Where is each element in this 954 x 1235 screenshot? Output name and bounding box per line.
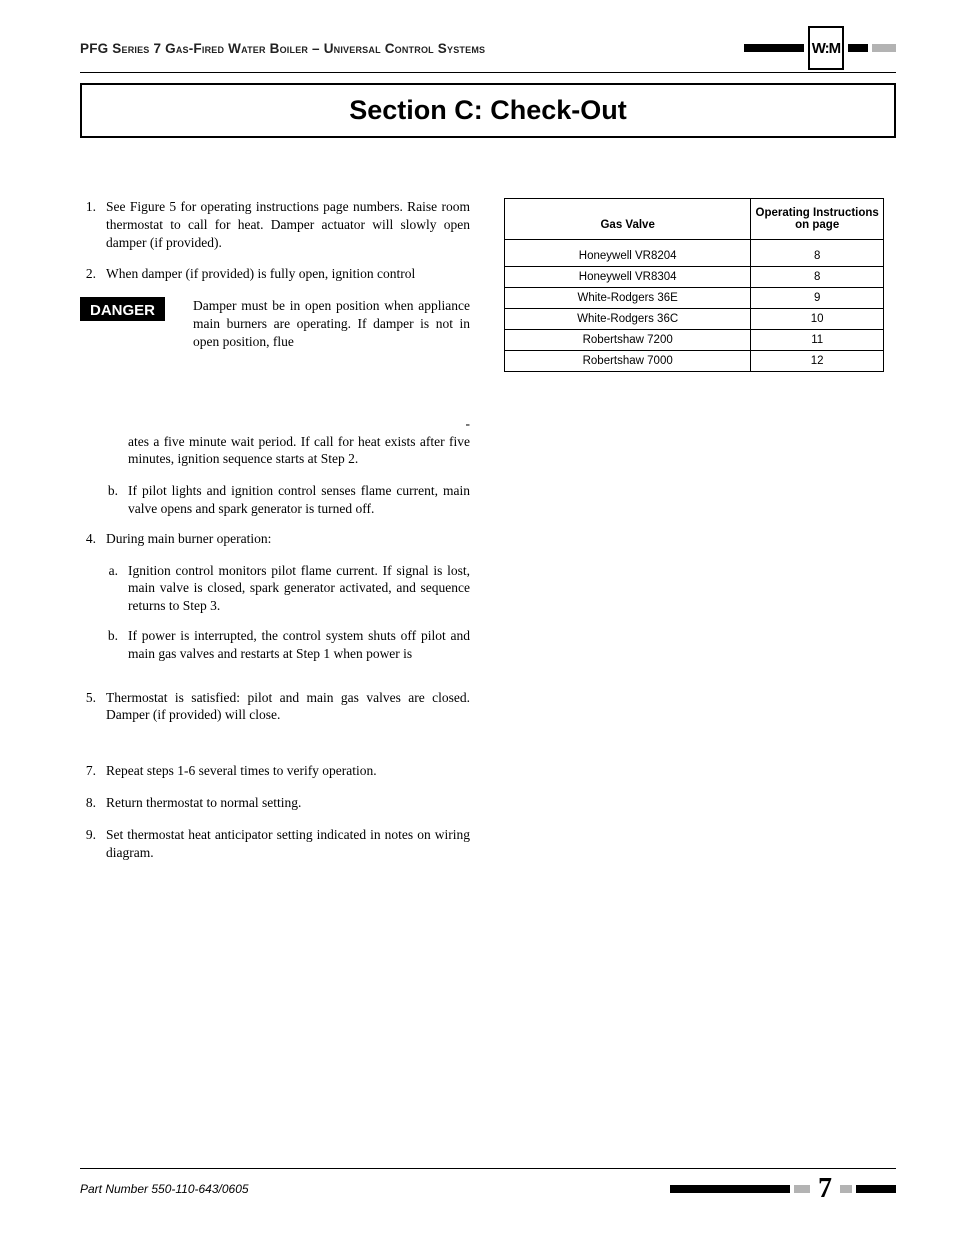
footer-page-block: 7 [670,1173,896,1205]
danger-label: DANGER [80,297,165,321]
step-num: 5. [80,689,106,725]
part-number: Part Number 550-110-643/0605 [80,1182,249,1196]
header-bar-dark [744,44,804,52]
substep-3b: b. If pilot lights and ignition control … [80,482,470,518]
cell-page: 10 [751,309,884,330]
step-num: 4. [80,530,106,548]
step-8: 8. Return thermostat to normal setting. [80,794,470,812]
left-column: 1. See Figure 5 for operating instructio… [80,198,470,876]
step-text: Repeat steps 1-6 several times to verify… [106,762,470,780]
step-text: During main burner operation: [106,530,470,548]
step-4: 4. During main burner operation: [80,530,470,548]
table-row: Robertshaw 720011 [505,330,884,351]
cell-page: 9 [751,288,884,309]
body-columns: 1. See Figure 5 for operating instructio… [80,198,896,876]
step-2: 2. When damper (if provided) is fully op… [80,265,470,283]
header-rule [80,72,896,73]
header-logo-block: W:M [744,26,896,70]
gas-valve-table: Gas Valve Operating Instructions on page… [504,198,884,372]
step-5: 5. Thermostat is satisfied: pilot and ma… [80,689,470,725]
step-text: See Figure 5 for operating instructions … [106,198,470,251]
step-num: 7. [80,762,106,780]
step-num: 9. [80,826,106,862]
section-title-box: Section C: Check-Out [80,83,896,138]
cell-page: 8 [751,267,884,288]
cell-valve: Robertshaw 7200 [505,330,751,351]
orphan-continuation: ates a five minute wait period. If call … [128,433,470,469]
cell-valve: White-Rodgers 36C [505,309,751,330]
step-num: 8. [80,794,106,812]
table-row: Honeywell VR83048 [505,267,884,288]
substep-text: If power is interrupted, the control sys… [128,627,470,663]
step-text: Return thermostat to normal setting. [106,794,470,812]
header-bar-dark-2 [848,44,868,52]
th-page: Operating Instructions on page [751,199,884,240]
th-gas-valve: Gas Valve [505,199,751,240]
cell-page: 11 [751,330,884,351]
step-num: 1. [80,198,106,251]
table-row: Honeywell VR82048 [505,240,884,267]
table-row: White-Rodgers 36E9 [505,288,884,309]
cell-valve: Honeywell VR8304 [505,267,751,288]
step-text: When damper (if provided) is fully open,… [106,265,470,283]
danger-text: Damper must be in open position when app… [193,297,470,350]
footer: Part Number 550-110-643/0605 7 [80,1168,896,1205]
header: PFG Series 7 Gas-Fired Water Boiler – Un… [80,40,896,66]
header-bar-light [872,44,896,52]
table-row: White-Rodgers 36C10 [505,309,884,330]
table-row: Robertshaw 700012 [505,351,884,372]
substep-num: b. [80,627,128,663]
substep-text: If pilot lights and ignition control sen… [128,482,470,518]
page-number: 7 [818,1173,832,1205]
cell-valve: Robertshaw 7000 [505,351,751,372]
footer-bar-light-2 [840,1185,852,1193]
substep-text: Ignition control monitors pilot flame cu… [128,562,470,615]
cell-page: 12 [751,351,884,372]
cell-page: 8 [751,240,884,267]
step-9: 9. Set thermostat heat anticipator setti… [80,826,470,862]
cell-valve: White-Rodgers 36E [505,288,751,309]
substep-4b: b. If power is interrupted, the control … [80,627,470,663]
substep-num: a. [80,562,128,615]
danger-callout: DANGER Damper must be in open position w… [80,297,470,350]
step-text: Set thermostat heat anticipator setting … [106,826,470,862]
right-column: Gas Valve Operating Instructions on page… [504,198,884,876]
footer-bar-light [794,1185,810,1193]
step-1: 1. See Figure 5 for operating instructio… [80,198,470,251]
step-text: Thermostat is satisfied: pilot and main … [106,689,470,725]
brand-logo-icon: W:M [808,26,844,70]
step-num: 2. [80,265,106,283]
substep-num: b. [80,482,128,518]
running-header: PFG Series 7 Gas-Fired Water Boiler – Un… [80,41,485,56]
cell-valve: Honeywell VR8204 [505,240,751,267]
orphan-dash: - [128,415,470,433]
step-7: 7. Repeat steps 1-6 several times to ver… [80,762,470,780]
page: PFG Series 7 Gas-Fired Water Boiler – Un… [0,0,954,1235]
footer-bar-dark [670,1185,790,1193]
footer-bar-dark-2 [856,1185,896,1193]
section-title: Section C: Check-Out [82,95,894,126]
substep-4a: a. Ignition control monitors pilot flame… [80,562,470,615]
